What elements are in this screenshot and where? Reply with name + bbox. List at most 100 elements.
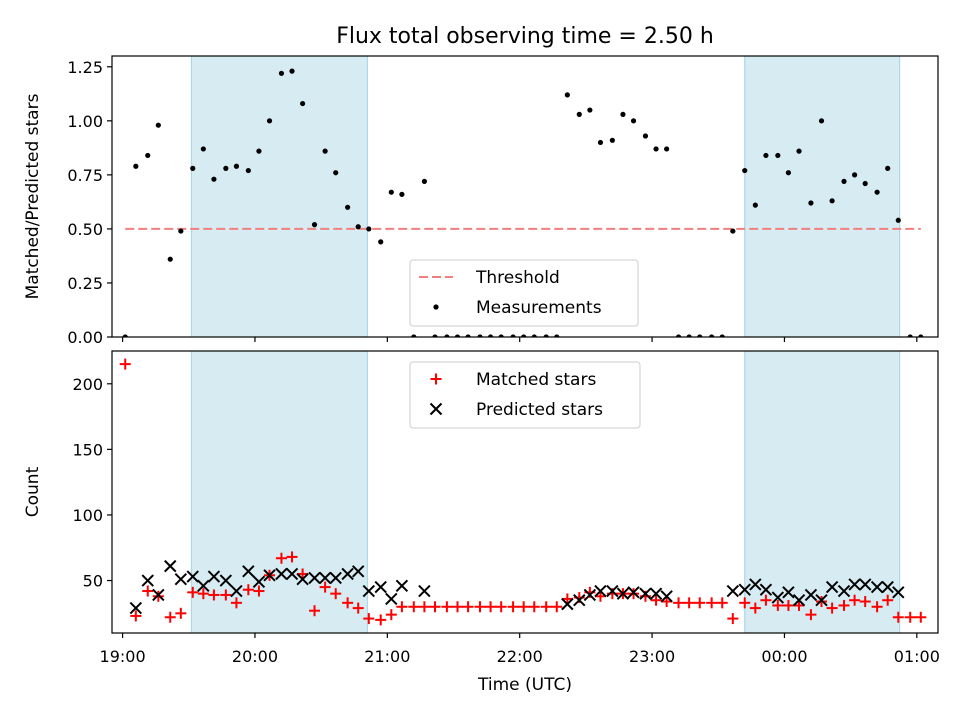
predicted-point (275, 567, 288, 581)
matched-point (342, 597, 354, 609)
predicted-point (186, 570, 199, 583)
legend-matched-swatch (430, 373, 442, 385)
predicted-point (561, 597, 574, 611)
matched-point (462, 601, 474, 613)
measurement-point (907, 334, 913, 337)
matched-point (309, 605, 321, 617)
axes-frame (111, 55, 939, 338)
measurement-point (597, 139, 604, 146)
measurement-point (432, 334, 438, 337)
measurement-point (554, 334, 560, 337)
y-tick-label: 0.00 (67, 328, 103, 347)
y-axis-label: Matched/Predicted stars (23, 93, 43, 299)
predicted-point (815, 594, 828, 607)
measurement-point (531, 334, 537, 337)
matched-point (892, 611, 904, 623)
legend-measurement-swatch (433, 304, 439, 310)
matched-point (230, 597, 242, 609)
matched-point (142, 585, 154, 597)
measurement-point (862, 180, 868, 187)
x-axis-label: Time (UTC) (477, 675, 572, 695)
measurement-point (763, 152, 769, 159)
measurement-point (311, 222, 318, 228)
matched-point (706, 597, 718, 609)
measurement-point (355, 224, 361, 230)
matched-point (175, 607, 187, 619)
measurement-point (775, 152, 781, 159)
measurement-point (895, 217, 901, 223)
measurement-point (421, 178, 427, 184)
predicted-point (418, 584, 431, 598)
predicted-point (792, 594, 806, 607)
x-tick-label: 23:00 (629, 647, 675, 666)
y-tick-label: 100 (72, 506, 103, 525)
measurement-point (543, 334, 549, 337)
matched-point (495, 601, 507, 613)
legend-label: Measurements (476, 298, 602, 318)
shaded-interval-1 (191, 56, 368, 337)
x-tick-label: 01:00 (894, 647, 940, 666)
matched-point (859, 596, 871, 608)
predicted-point (285, 567, 299, 581)
matched-point (375, 614, 387, 626)
legend-item: Threshold (419, 268, 560, 288)
measurement-point (454, 334, 461, 337)
x-tick-label: 20:00 (232, 647, 278, 666)
predicted-point (230, 584, 243, 598)
matched-point (242, 584, 254, 596)
legend-box (409, 259, 639, 327)
matched-point (793, 599, 805, 611)
measurement-point (465, 334, 471, 337)
predicted-point (639, 587, 652, 600)
matched-point (540, 601, 552, 613)
measurement-point (719, 334, 725, 337)
predicted-point (881, 580, 894, 594)
predicted-point (759, 583, 773, 596)
measurement-point (885, 165, 891, 171)
y-tick-label: 200 (72, 375, 103, 394)
matched-point (119, 358, 131, 370)
y-tick-label: 1.25 (67, 58, 103, 77)
matched-point (782, 599, 794, 611)
predicted-point (892, 586, 905, 599)
measurement-point (487, 334, 494, 337)
matched-point (739, 597, 751, 609)
predicted-point (837, 584, 851, 598)
x-tick-label: 21:00 (364, 647, 410, 666)
measurement-point (686, 334, 692, 337)
measurement-point (211, 176, 217, 182)
measurement-point (378, 239, 384, 245)
measurement-point (587, 107, 593, 113)
predicted-point (606, 584, 619, 598)
matched-point (352, 602, 364, 614)
predicted-point (848, 578, 861, 591)
matched-point (838, 599, 850, 611)
measurement-point (709, 334, 715, 337)
shaded-interval-2 (744, 56, 900, 337)
measurement-point (122, 334, 128, 337)
measurement-point (918, 334, 924, 337)
measurement-point (190, 165, 196, 171)
matched-point (518, 601, 530, 613)
top-panel: 0.00 0.25 0.50 0.75 1.00 1.25 Matched/Predicte… (23, 55, 939, 347)
measurement-point (576, 111, 582, 117)
measurement-point (498, 334, 504, 337)
measurement-point (145, 152, 151, 159)
predicted-point (141, 574, 154, 587)
matched-point (915, 611, 927, 623)
matched-point (826, 602, 838, 614)
predicted-point (771, 591, 785, 604)
predicted-point (395, 579, 409, 592)
predicted-point (263, 569, 276, 582)
measurement-point (653, 146, 659, 152)
matched-point (551, 601, 563, 613)
measurement-point (841, 178, 847, 184)
matched-point (772, 599, 784, 611)
matched-point (197, 588, 209, 600)
matched-point (330, 588, 342, 600)
predicted-point (296, 573, 309, 586)
predicted-point (749, 578, 762, 591)
predicted-point (616, 587, 630, 600)
measurement-point (829, 198, 835, 204)
y-axis-label: Count (23, 466, 43, 517)
